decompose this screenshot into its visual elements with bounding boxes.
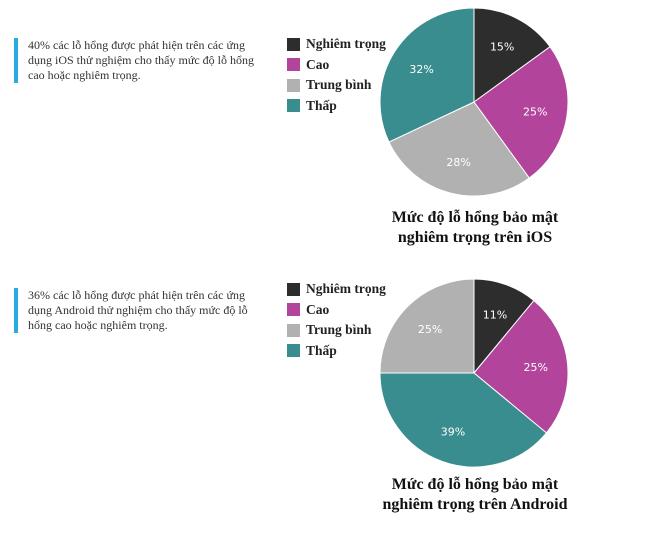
android-legend: Nghiêm trọng Cao Trung bình Thấp <box>287 279 386 361</box>
android-chart-title-line2: nghiêm trọng trên Android <box>382 496 568 513</box>
pie-slice-0 <box>473 7 551 103</box>
ios-chart-title-line1: Mức độ lỗ hổng bảo mật <box>391 209 559 226</box>
ios-summary-note: 40% các lỗ hổng được phát hiện trên các … <box>14 38 258 83</box>
legend-item-medium: Trung bình <box>287 320 386 341</box>
pie-slice-1 <box>473 46 569 179</box>
legend-swatch-critical <box>287 37 300 51</box>
legend-item-high: Cao <box>287 55 386 76</box>
legend-label-medium: Trung bình <box>306 77 372 93</box>
legend-item-high: Cao <box>287 300 386 321</box>
legend-label-medium: Trung bình <box>306 322 372 338</box>
ios-pie-chart: 15% 25% 28% 32% <box>379 7 569 197</box>
legend-label-critical: Nghiêm trọng <box>306 36 386 52</box>
legend-label-high: Cao <box>306 56 330 72</box>
legend-swatch-medium <box>287 78 300 92</box>
ios-chart-panel: 40% các lỗ hổng được phát hiện trên các … <box>0 0 650 260</box>
pie-slice-3 <box>379 7 475 143</box>
pie-slice-0 <box>473 278 535 375</box>
android-pie-chart: 11% 25% 39% 25% <box>379 278 569 468</box>
legend-label-critical: Nghiêm trọng <box>306 281 386 297</box>
pie-slice-label: 32% <box>409 63 433 76</box>
pie-slice-label: 39% <box>441 425 465 438</box>
pie-slice-1 <box>473 299 569 434</box>
pie-slice-label: 25% <box>524 361 548 374</box>
legend-item-critical: Nghiêm trọng <box>287 279 386 300</box>
legend-item-low: Thấp <box>287 341 386 362</box>
ios-chart-title-line2: nghiêm trọng trên iOS <box>397 229 553 246</box>
legend-swatch-critical <box>287 282 300 296</box>
legend-swatch-low <box>287 99 300 113</box>
pie-slice-label: 11% <box>483 309 507 322</box>
pie-slice-3 <box>379 278 475 374</box>
android-chart-title-line1: Mức độ lỗ hổng bảo mật <box>391 476 559 493</box>
pie-slice-label: 15% <box>490 41 514 54</box>
pie-slice-2 <box>379 372 548 468</box>
legend-item-critical: Nghiêm trọng <box>287 34 386 55</box>
android-chart-panel: 36% các lỗ hổng được phát hiện trên các … <box>0 265 650 525</box>
ios-chart-title: Mức độ lỗ hổng bảo mật nghiêm trọng trên… <box>340 208 610 248</box>
pie-slice-label: 25% <box>523 106 547 119</box>
pie-slice-2 <box>388 101 530 197</box>
legend-item-low: Thấp <box>287 96 386 117</box>
pie-slice-label: 25% <box>418 323 442 336</box>
pie-slice-label: 28% <box>446 156 470 169</box>
legend-label-low: Thấp <box>306 97 337 113</box>
android-chart-title: Mức độ lỗ hổng bảo mật nghiêm trọng trên… <box>340 475 610 515</box>
legend-swatch-low <box>287 344 300 358</box>
legend-swatch-high <box>287 58 300 72</box>
legend-item-medium: Trung bình <box>287 75 386 96</box>
legend-swatch-high <box>287 303 300 317</box>
legend-label-high: Cao <box>306 301 330 317</box>
android-summary-note: 36% các lỗ hổng được phát hiện trên các … <box>14 288 258 333</box>
legend-label-low: Thấp <box>306 342 337 358</box>
ios-legend: Nghiêm trọng Cao Trung bình Thấp <box>287 34 386 116</box>
legend-swatch-medium <box>287 323 300 337</box>
